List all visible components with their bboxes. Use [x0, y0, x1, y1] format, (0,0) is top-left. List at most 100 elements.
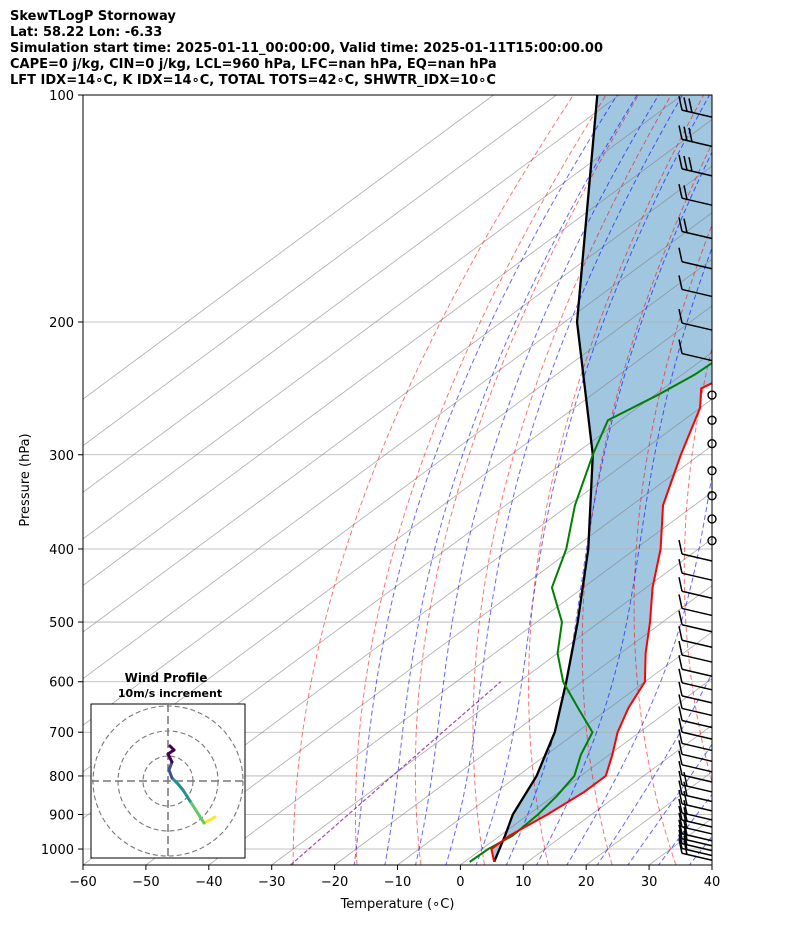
moist-adiabat [445, 95, 683, 865]
dry-adiabat [472, 95, 672, 865]
isotherm-line [83, 258, 712, 726]
mixing-ratio-line [290, 681, 502, 865]
barb-flag [678, 834, 683, 849]
y-tick-label: 100 [49, 89, 74, 104]
location-line: Lat: 58.22 Lon: -6.33 [10, 25, 163, 40]
chart-title-block: SkewTLogP Stornoway Lat: 58.22 Lon: -6.3… [10, 9, 790, 89]
x-tick-label: 10 [515, 875, 532, 890]
hodograph-segment [181, 788, 192, 803]
barb-flag [678, 95, 683, 111]
y-tick-label: 600 [49, 676, 74, 691]
wind-profile-inset [90, 703, 246, 859]
barb-staff [681, 572, 713, 581]
x-tick-label: −60 [69, 875, 96, 890]
wind-barb [678, 655, 713, 677]
barb-staff [681, 261, 713, 270]
barb-staff [681, 764, 713, 773]
isotherm-line [83, 95, 683, 540]
barb-flag [678, 247, 683, 262]
wind-barb [678, 694, 713, 717]
barb-staff [681, 654, 713, 663]
barb-flag [683, 781, 688, 796]
barb-flag [678, 339, 683, 354]
parcel-profile-line [493, 95, 599, 863]
wind-barb [678, 577, 713, 600]
barb-flag [683, 185, 688, 200]
x-tick-label: −20 [321, 875, 348, 890]
x-tick-label: −40 [195, 875, 222, 890]
temperature-line [490, 381, 712, 863]
barb-flag [683, 155, 688, 171]
barb-flag [688, 98, 693, 113]
barb-flag [678, 610, 683, 625]
x-tick-label: −50 [132, 875, 159, 890]
wind-barb [678, 95, 713, 118]
wind-barb [678, 539, 713, 562]
barb-flag [678, 668, 683, 683]
wind-barb [678, 610, 713, 633]
barb-flag [678, 740, 683, 755]
barb-flag [678, 184, 683, 199]
barb-flag [678, 577, 683, 592]
dewpoint-line [469, 361, 712, 863]
y-tick-label: 300 [49, 449, 74, 464]
wind-barb [678, 339, 713, 362]
moist-adiabat [627, 743, 712, 865]
barb-flag [688, 157, 693, 172]
x-tick-label: 20 [578, 875, 595, 890]
barb-staff [681, 753, 713, 763]
cape-cin-area [491, 95, 712, 862]
barb-staff [681, 590, 713, 600]
x-tick-label: −30 [258, 875, 285, 890]
barb-flag [683, 835, 688, 850]
barb-flag [678, 655, 683, 670]
barb-flag [678, 681, 683, 697]
barb-flag [678, 125, 683, 140]
barb-staff [681, 707, 713, 717]
x-tick-label: 40 [704, 875, 721, 890]
y-tick-label: 900 [49, 809, 74, 824]
wind-barbs [678, 95, 717, 862]
barb-flag [678, 789, 683, 805]
barb-staff [681, 731, 713, 740]
wind-barb [678, 729, 713, 752]
barb-staff [681, 668, 713, 677]
barb-flag [678, 706, 683, 721]
wind-barb [678, 247, 713, 270]
barb-flag [678, 780, 683, 795]
x-tick-label: −10 [384, 875, 411, 890]
wind-barb [678, 770, 713, 793]
axes: −60 −50 −40 −30 −20 −10 0 10 20 30 40 100 200 300 400 5… [41, 89, 720, 890]
y-tick-label: 500 [49, 616, 74, 631]
barb-flag [678, 829, 683, 844]
dry-adiabat [414, 95, 639, 865]
moist-adiabat [353, 95, 618, 865]
hodograph-segment [168, 744, 176, 752]
moist-adiabat [719, 95, 794, 867]
wind-barb [678, 834, 713, 857]
y-tick-label: 1000 [41, 843, 74, 858]
dry-adiabat [292, 95, 574, 865]
isotherm-line [775, 95, 794, 865]
barb-flag [678, 275, 683, 290]
barb-flag [683, 97, 688, 112]
barb-flag [678, 718, 683, 733]
barb-staff [681, 695, 713, 704]
cape-line: CAPE=0 j/kg, CIN=0 j/kg, LCL=960 hPa, LF… [10, 57, 497, 72]
isotherm-line [83, 398, 712, 865]
isotherm-line [460, 678, 712, 865]
barb-flag [678, 694, 683, 709]
y-axis-label: Pressure (hPa) [18, 433, 33, 526]
wind-barb [678, 184, 713, 206]
y-tick-label: 700 [49, 726, 74, 741]
barb-staff [681, 553, 713, 562]
barb-flag [683, 840, 688, 855]
isotherm-line [145, 445, 712, 865]
barb-flag [678, 559, 683, 574]
dry-adiabat [780, 95, 794, 865]
wind-barb [678, 308, 713, 331]
barb-flag [678, 798, 683, 814]
barb-staff [681, 639, 713, 648]
wind-barb [678, 594, 713, 617]
y-tick-label: 800 [49, 770, 74, 785]
